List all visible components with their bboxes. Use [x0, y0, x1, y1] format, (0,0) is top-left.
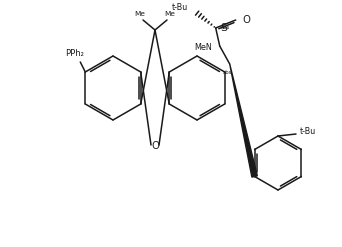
Text: Me: Me: [134, 11, 145, 17]
Text: Me: Me: [165, 11, 175, 17]
Text: S: S: [221, 23, 228, 33]
Polygon shape: [230, 64, 257, 177]
Text: abs: abs: [221, 25, 230, 30]
Text: PPh₂: PPh₂: [65, 49, 84, 59]
Text: t-Bu: t-Bu: [300, 126, 316, 136]
Text: O: O: [243, 15, 251, 25]
Text: t-Bu: t-Bu: [171, 3, 188, 13]
Text: O: O: [151, 141, 159, 151]
Text: abs: abs: [223, 69, 233, 75]
Text: MeN: MeN: [194, 43, 212, 53]
